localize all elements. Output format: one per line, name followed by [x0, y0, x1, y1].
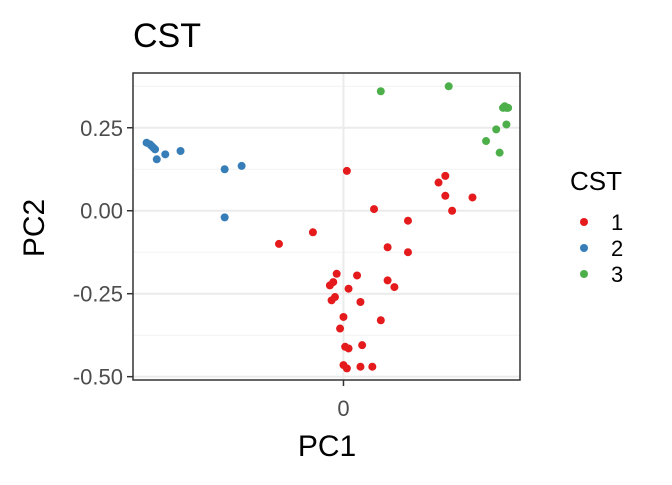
- legend: CST 123: [570, 166, 623, 287]
- data-point-cst-2: [176, 146, 185, 155]
- legend-key-1: [580, 218, 588, 226]
- legend-label-1: 1: [611, 210, 623, 235]
- data-point-cst-1: [376, 316, 385, 325]
- data-point-cst-2: [161, 150, 170, 159]
- data-point-cst-1: [403, 216, 412, 225]
- chart-title: CST: [133, 17, 201, 55]
- data-point-cst-1: [353, 271, 362, 280]
- x-tick-label: 0: [337, 396, 349, 421]
- data-point-cst-1: [308, 228, 317, 237]
- plot-panel: [133, 73, 520, 380]
- data-point-cst-1: [336, 324, 345, 333]
- legend-key-3: [580, 270, 588, 278]
- data-point-cst-1: [274, 239, 283, 248]
- data-point-cst-1: [383, 243, 392, 252]
- data-point-cst-1: [356, 298, 365, 307]
- data-point-cst-1: [434, 178, 443, 187]
- data-point-cst-3: [482, 137, 491, 146]
- data-point-cst-2: [151, 145, 160, 154]
- data-point-cst-3: [492, 125, 501, 134]
- data-point-cst-1: [344, 344, 353, 353]
- data-point-cst-1: [368, 362, 377, 371]
- data-point-cst-3: [495, 148, 504, 157]
- data-point-cst-1: [342, 364, 351, 373]
- y-tick-label: -0.50: [73, 365, 123, 390]
- data-point-cst-1: [327, 296, 336, 305]
- data-point-cst-1: [403, 248, 412, 257]
- data-point-cst-1: [339, 312, 348, 321]
- data-point-cst-1: [342, 166, 351, 175]
- plot-area: -0.50 -0.25 0.00 0.25 0: [73, 72, 521, 421]
- y-tick-label: 0.00: [80, 199, 123, 224]
- y-tick-label: 0.25: [80, 116, 123, 141]
- data-point-cst-3: [376, 87, 385, 96]
- data-point-cst-1: [468, 193, 477, 202]
- data-point-cst-3: [504, 103, 513, 112]
- data-point-cst-1: [356, 362, 365, 371]
- data-point-cst-1: [325, 281, 334, 290]
- legend-label-2: 2: [611, 236, 623, 261]
- data-point-cst-1: [370, 205, 379, 214]
- data-point-cst-1: [441, 171, 450, 180]
- data-point-cst-3: [444, 82, 453, 91]
- legend-label-3: 3: [611, 262, 623, 287]
- legend-items: 123: [580, 210, 623, 287]
- data-point-cst-1: [390, 283, 399, 292]
- x-axis-label: PC1: [298, 430, 356, 463]
- legend-title: CST: [570, 166, 622, 196]
- data-point-cst-2: [220, 213, 229, 222]
- legend-key-2: [580, 244, 588, 252]
- data-point-cst-1: [332, 269, 341, 278]
- data-point-cst-3: [502, 120, 511, 129]
- data-point-cst-1: [448, 206, 457, 215]
- data-point-cst-1: [344, 284, 353, 293]
- y-axis-label: PC2: [18, 199, 51, 257]
- data-point-cst-2: [220, 165, 229, 174]
- data-point-cst-1: [441, 191, 450, 200]
- data-point-cst-1: [358, 341, 367, 350]
- y-tick-label: -0.25: [73, 282, 123, 307]
- plot-border: [132, 72, 521, 381]
- data-point-cst-2: [152, 155, 161, 164]
- data-point-cst-2: [237, 161, 246, 170]
- data-point-cst-1: [383, 276, 392, 285]
